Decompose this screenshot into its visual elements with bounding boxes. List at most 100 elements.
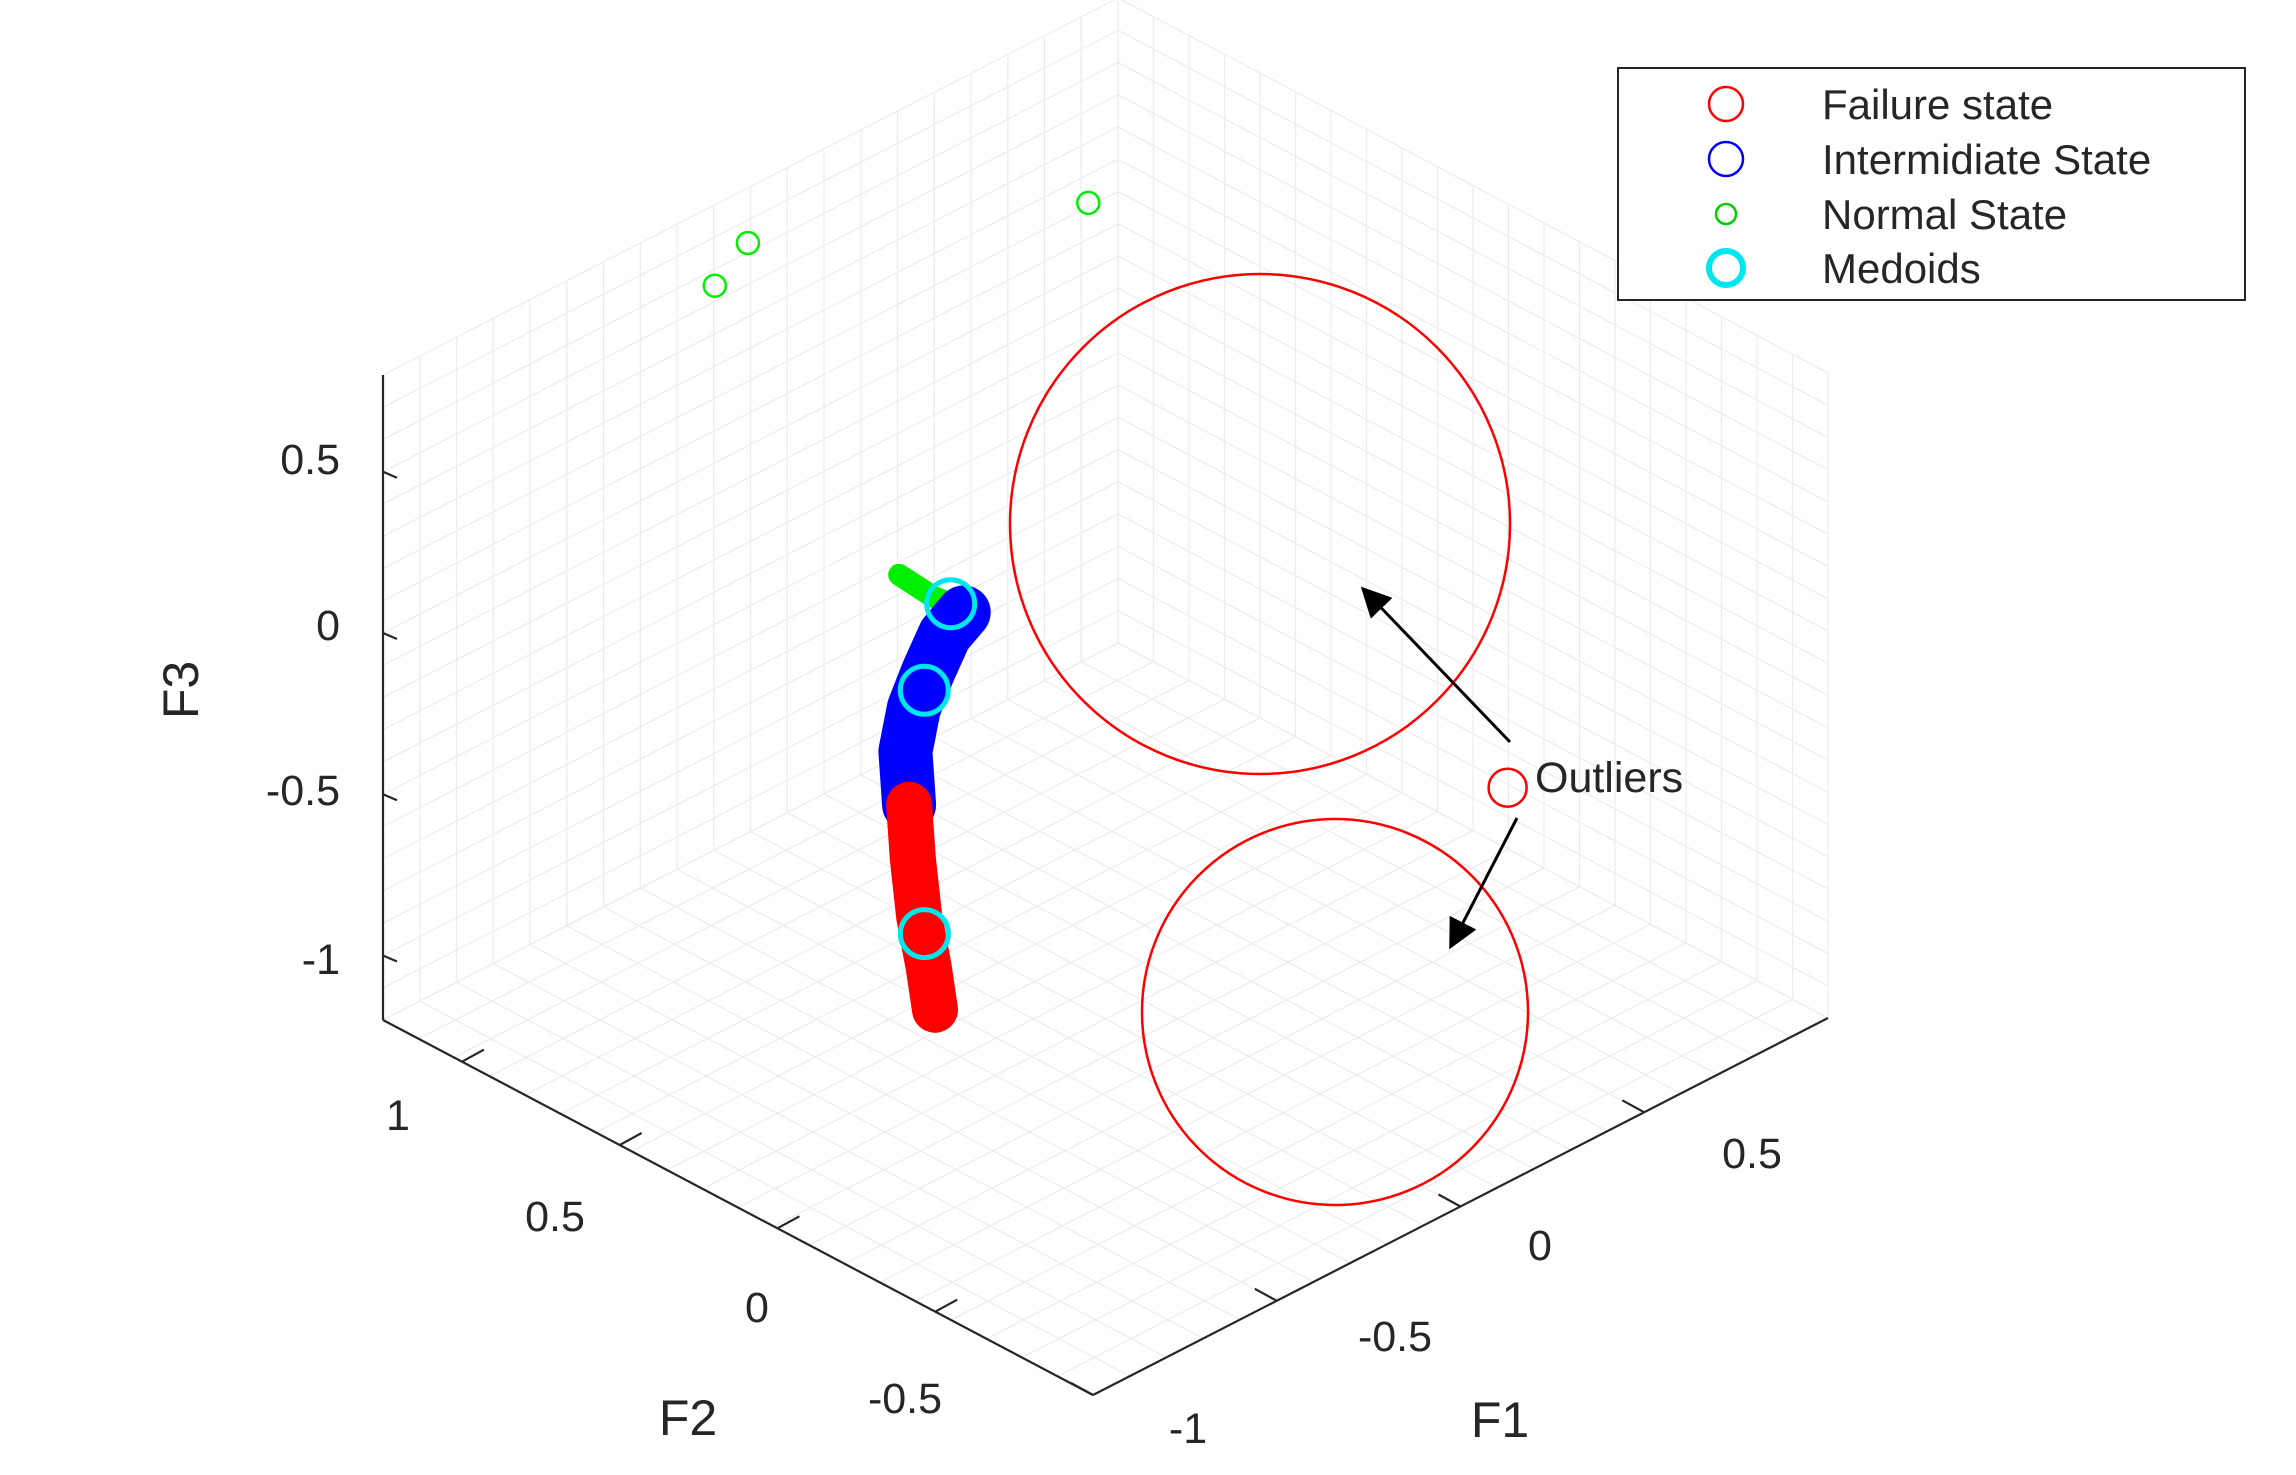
legend-label-normal: Normal State: [1822, 191, 2067, 238]
legend-item-normal-state: Normal State: [1714, 191, 2067, 238]
grid-line-floor: [1117, 642, 1829, 1019]
grid-line-floor: [418, 661, 1154, 1040]
legend-label-failure: Failure state: [1822, 81, 2053, 128]
grid-line-back: [382, 190, 1119, 570]
legend-box: [1617, 67, 2246, 301]
grid-line-back: [382, 255, 1119, 634]
y-tick-mark: [461, 1048, 485, 1063]
medoid-point: [897, 663, 951, 717]
legend-marker-failure: [1707, 85, 1745, 123]
grid-line-floor: [702, 811, 1438, 1190]
grid-line-side: [1117, 61, 1829, 439]
grid-line-side: [1117, 255, 1829, 632]
outlier-arrow-lower: [1449, 817, 1519, 950]
series-intermediate-state: [878, 585, 991, 832]
legend-item-failure-state: Failure state: [1707, 81, 2053, 128]
y-tick-label: 0: [745, 1284, 769, 1332]
grid-line-floor: [524, 717, 1261, 1096]
z-tick-label: -1: [302, 936, 340, 984]
legend-label-medoids: Medoids: [1822, 245, 1981, 292]
grid-line-floor: [1007, 698, 1719, 1076]
x-tick-label: 0.5: [1722, 1130, 1782, 1178]
grid-line-back: [382, 94, 1119, 473]
y-axis-label: F2: [659, 1390, 717, 1446]
y-tick-label: 1: [386, 1092, 410, 1140]
series-normal-state: [702, 190, 1101, 624]
grid-line-side: [1117, 126, 1829, 503]
grid-line-side: [1117, 287, 1829, 664]
z-tick-mark: [382, 470, 398, 479]
legend: Failure state Intermidiate State Normal …: [1617, 67, 2246, 301]
x-tick-mark: [1070, 1382, 1094, 1396]
grid-line-side: [1117, 319, 1829, 697]
grid-line-floor: [595, 754, 1332, 1134]
y-tick-label: 0.5: [525, 1193, 585, 1241]
grid-line-floor: [382, 642, 1119, 1021]
grid-line-floor: [860, 774, 1572, 1151]
grid-line-floor: [823, 793, 1535, 1170]
z-axis-tick-labels: -1 -0.5 0 0.5: [266, 436, 340, 984]
grid-line-side: [1117, 94, 1829, 471]
z-tick-label: -0.5: [266, 767, 340, 815]
x-tick-label: -1: [1169, 1405, 1207, 1453]
outlier-arrow-upper: [1360, 586, 1512, 744]
legend-marker-intermediate: [1707, 140, 1745, 178]
grid-line-floor: [1044, 680, 1755, 1057]
failure-state-outlier-point: [1487, 767, 1528, 808]
x-axis-label: F1: [1471, 1392, 1529, 1448]
grid-line-floor: [970, 717, 1682, 1094]
normal-state-outlier-point: [702, 273, 728, 298]
grid-line-side: [1117, 190, 1829, 568]
grid-line-floor: [631, 773, 1367, 1152]
outlier-highlight-circle-lower: [1140, 817, 1530, 1207]
grid-line-back: [382, 158, 1119, 537]
intermediate-state-curve: [878, 585, 991, 832]
grid-lines: [382, 0, 1829, 1396]
x-tick-label: -0.5: [1358, 1313, 1432, 1361]
normal-state-outlier-point: [735, 230, 761, 256]
legend-marker-medoids: [1706, 248, 1746, 288]
y-tick-mark: [776, 1215, 800, 1230]
z-axis-label: F3: [153, 661, 209, 719]
x-tick-mark: [1254, 1287, 1278, 1302]
grid-line-floor: [489, 698, 1225, 1077]
series-failure-state: [886, 767, 1528, 1033]
z-tick-label: 0: [316, 602, 340, 650]
series-medoids: [897, 577, 978, 961]
z-tick-label: 0.5: [280, 436, 340, 484]
grid-line-floor: [453, 679, 1190, 1059]
grid-line-floor: [897, 755, 1608, 1132]
grid-line-floor: [666, 792, 1403, 1171]
grid-line-back: [382, 287, 1119, 666]
z-tick-mark: [382, 793, 398, 802]
normal-state-outlier-point: [1076, 190, 1101, 216]
y-axis-line: [382, 1019, 1094, 1396]
z-tick-mark: [382, 954, 398, 963]
y-tick-label: -0.5: [868, 1375, 942, 1423]
legend-item-medoids: Medoids: [1706, 245, 1981, 292]
grid-line-side: [1117, 223, 1829, 600]
grid-line-side: [1117, 158, 1829, 535]
grid-line-floor: [933, 736, 1645, 1113]
x-axis-tick-labels: -1 -0.5 0 0.5: [1169, 1130, 1782, 1453]
legend-marker-normal: [1714, 202, 1738, 226]
grid-line-back: [382, 126, 1119, 505]
x-tick-mark: [1437, 1193, 1462, 1208]
grid-line-side: [1120, 0, 1829, 374]
outlier-highlight-circle-upper: [1008, 272, 1512, 776]
axis-ticks: [382, 470, 1645, 1396]
grid-line-back: [382, 29, 1119, 408]
y-tick-mark: [619, 1132, 643, 1146]
y-tick-mark: [934, 1298, 958, 1313]
grid-line-back: [382, 61, 1119, 441]
grid-line-back: [382, 319, 1119, 699]
axes-lines: [381, 375, 1829, 1396]
outliers-annotation-label: Outliers: [1535, 754, 1683, 802]
x-tick-mark: [1621, 1099, 1645, 1114]
legend-item-intermediate-state: Intermidiate State: [1707, 136, 2151, 183]
legend-label-intermediate: Intermidiate State: [1822, 136, 2151, 183]
y-axis-tick-labels: -0.5 0 0.5 1: [386, 1092, 942, 1423]
grid-line-back: [382, 223, 1119, 602]
